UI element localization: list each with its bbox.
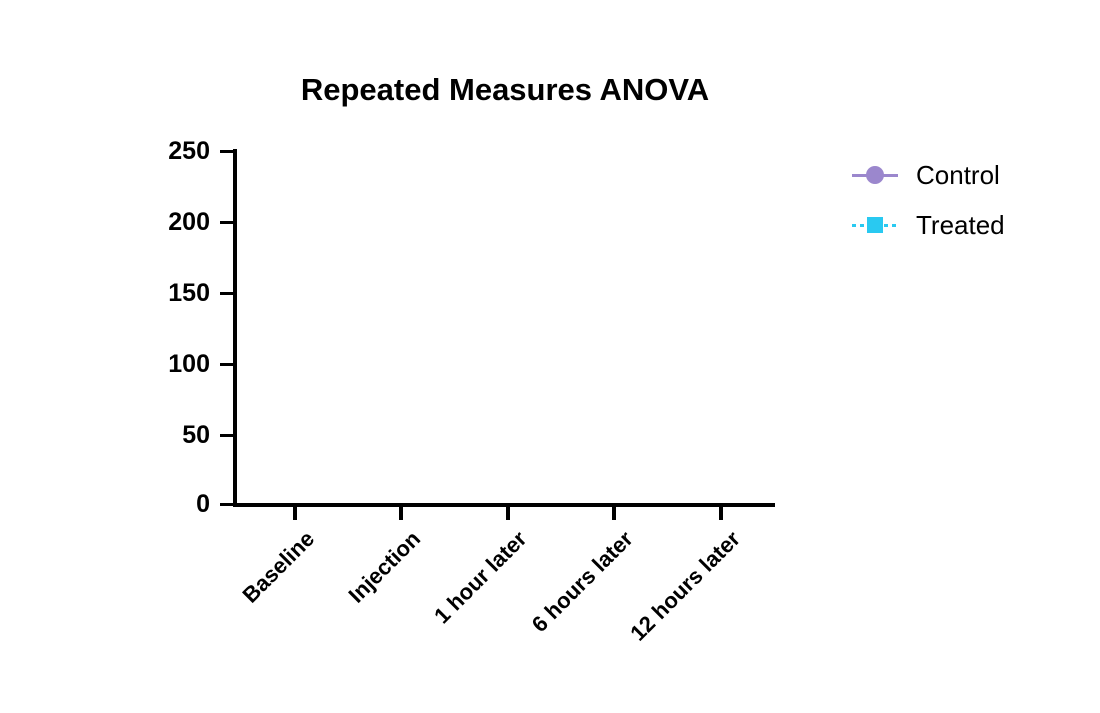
chart-title: Repeated Measures ANOVA (300, 72, 710, 107)
control-line-sample (852, 166, 898, 184)
y-tick-100 (220, 363, 233, 366)
x-category-label: Injection (343, 526, 425, 608)
x-axis-line (233, 503, 775, 507)
y-tick-label: 200 (168, 208, 210, 236)
x-tick-1-hour-later (506, 507, 510, 520)
x-tick-injection (399, 507, 403, 520)
legend-item-control: Control (852, 160, 1000, 190)
y-tick-label: 0 (196, 490, 210, 518)
control-circle-marker-icon (866, 166, 884, 184)
legend-label-control: Control (916, 159, 1000, 190)
y-tick-0 (220, 503, 233, 506)
treated-square-marker-icon (867, 217, 883, 233)
y-tick-label: 50 (182, 421, 210, 449)
y-tick-150 (220, 292, 233, 295)
plot-area (237, 149, 775, 503)
y-tick-200 (220, 221, 233, 224)
x-tick-baseline (293, 507, 297, 520)
y-tick-250 (220, 150, 233, 153)
x-tick-6-hours-later (612, 507, 616, 520)
y-tick-label: 100 (168, 350, 210, 378)
legend-item-treated: Treated (852, 210, 1005, 240)
y-axis-line (233, 149, 237, 507)
x-tick-12-hours-later (719, 507, 723, 520)
y-tick-label: 250 (168, 137, 210, 165)
treated-line-sample (852, 217, 898, 233)
y-tick-50 (220, 434, 233, 437)
legend-label-treated: Treated (916, 209, 1005, 240)
x-category-label: 1 hour later (429, 526, 532, 629)
x-category-label: Baseline (237, 526, 319, 608)
x-category-label: 6 hours later (526, 526, 638, 638)
x-category-label: 12 hours later (624, 526, 745, 646)
y-tick-label: 150 (168, 279, 210, 307)
